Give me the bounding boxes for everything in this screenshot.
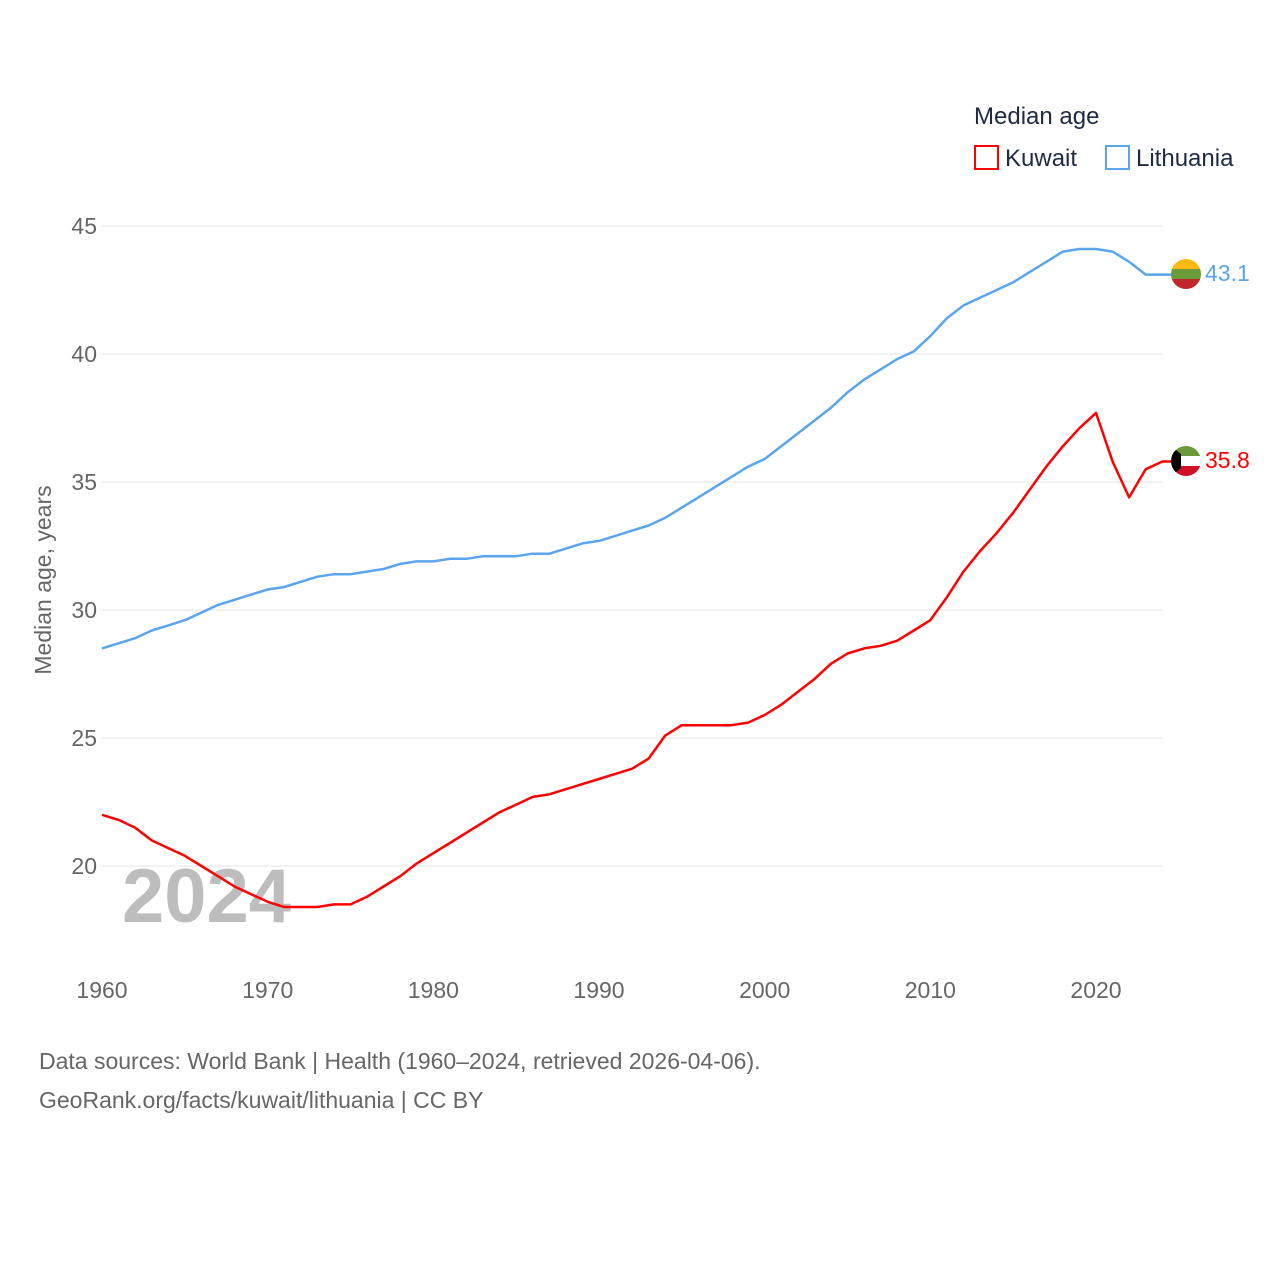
y-tick-label: 20 bbox=[71, 853, 97, 879]
flag-lithuania-icon bbox=[1171, 259, 1201, 289]
x-tick-label: 2000 bbox=[739, 977, 790, 1003]
y-tick-label: 35 bbox=[71, 469, 97, 495]
legend-label-lithuania: Lithuania bbox=[1136, 145, 1234, 172]
legend-swatch-lithuania bbox=[1105, 145, 1130, 170]
x-tick-label: 1990 bbox=[573, 977, 624, 1003]
x-tick-label: 1970 bbox=[242, 977, 293, 1003]
y-tick-label: 25 bbox=[71, 725, 97, 751]
x-tick-label: 2010 bbox=[905, 977, 956, 1003]
legend: Median age Kuwait Lithuania bbox=[974, 103, 1234, 172]
flag-kuwait-icon bbox=[1171, 446, 1201, 476]
y-tick-label: 45 bbox=[71, 213, 97, 239]
gridlines bbox=[102, 225, 1162, 867]
x-axis-ticks: 1960 1970 1980 1990 2000 2010 2020 bbox=[76, 977, 1121, 1003]
year-watermark: 2024 bbox=[122, 854, 291, 939]
legend-swatch-kuwait bbox=[974, 145, 999, 170]
y-tick-label: 30 bbox=[71, 597, 97, 623]
y-axis-ticks: 20 25 30 35 40 45 bbox=[71, 213, 97, 879]
legend-label-kuwait: Kuwait bbox=[1005, 145, 1077, 172]
x-tick-label: 1980 bbox=[408, 977, 459, 1003]
footer-link[interactable]: GeoRank.org/facts/kuwait/lithuania | CC … bbox=[39, 1087, 483, 1113]
series-line-lithuania bbox=[101, 247, 1172, 650]
end-label-lithuania: 43.1 bbox=[1205, 260, 1250, 286]
legend-title: Median age bbox=[974, 103, 1099, 130]
x-tick-label: 2020 bbox=[1070, 977, 1121, 1003]
y-axis-label: Median age, years bbox=[30, 485, 56, 674]
footer-source: Data sources: World Bank | Health (1960–… bbox=[39, 1048, 761, 1074]
x-tick-label: 1960 bbox=[76, 977, 127, 1003]
end-label-kuwait: 35.8 bbox=[1205, 447, 1250, 473]
y-tick-label: 40 bbox=[71, 341, 97, 367]
series-lines bbox=[101, 247, 1172, 909]
series-line-kuwait bbox=[101, 411, 1172, 909]
